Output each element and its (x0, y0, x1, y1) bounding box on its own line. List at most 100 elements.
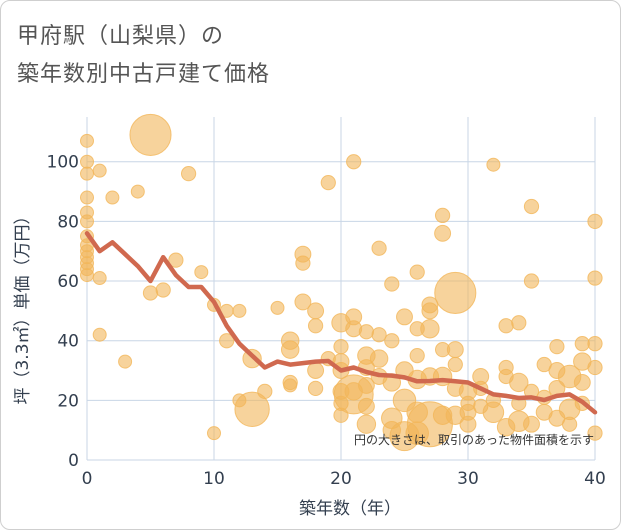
data-bubble (80, 166, 94, 181)
data-bubble (358, 324, 375, 340)
data-bubble (409, 347, 425, 364)
data-bubble (92, 271, 107, 286)
data-bubble (498, 318, 514, 334)
data-bubble (333, 339, 349, 355)
y-tick-label: 100 (47, 153, 79, 173)
data-bubble (523, 198, 540, 215)
data-bubble (434, 342, 451, 358)
x-tick-label: 20 (330, 469, 352, 489)
data-bubble (130, 184, 145, 199)
y-axis-ticks: 0 20 40 60 80 100 (47, 153, 79, 471)
data-bubble (384, 276, 400, 292)
data-bubble (92, 327, 107, 342)
data-bubble (307, 380, 324, 397)
data-bubble (574, 336, 590, 352)
x-axis-ticks: 0 10 20 30 40 (82, 469, 606, 489)
data-bubble (80, 154, 94, 169)
data-bubble (382, 420, 402, 440)
data-bubble (232, 303, 247, 318)
data-bubble (587, 425, 603, 441)
data-bubble (105, 190, 120, 205)
data-bubble (587, 270, 603, 286)
y-tick-label: 60 (57, 272, 79, 292)
chart-title-line1: 甲府駅（山梨県）の (17, 24, 225, 49)
average-line-series (84, 231, 598, 415)
y-tick-label: 80 (57, 212, 79, 232)
chart-title-line2: 築年数別中古戸建て価格 (17, 62, 271, 87)
data-bubble (180, 166, 197, 182)
data-bubble (232, 393, 247, 408)
data-bubble (346, 154, 362, 170)
data-bubble (219, 333, 235, 349)
data-bubble (434, 271, 477, 315)
average-price-line (84, 231, 598, 415)
data-bubble (523, 415, 540, 433)
data-bubble (409, 264, 425, 280)
data-bubble (333, 407, 349, 423)
data-bubble (168, 252, 184, 268)
data-bubble (523, 273, 540, 289)
data-bubble (307, 302, 325, 320)
data-bubble (384, 333, 400, 349)
data-bubble (320, 174, 336, 191)
bubble-size-note: 円の大きさは、取引のあった物件面積を示す (354, 432, 594, 447)
data-bubble (294, 293, 312, 311)
data-bubble (587, 336, 603, 352)
y-tick-label: 40 (57, 332, 79, 352)
data-bubble (421, 302, 439, 320)
data-bubble (561, 416, 578, 432)
data-bubble (283, 378, 298, 393)
data-bubble (357, 376, 375, 394)
data-bubble (460, 395, 476, 411)
data-bubble (498, 368, 514, 385)
data-bubble (369, 349, 389, 368)
data-bubble (434, 207, 451, 224)
data-bubble (406, 401, 428, 424)
data-bubble (307, 362, 325, 379)
data-bubble (194, 265, 209, 280)
data-bubble (396, 308, 413, 326)
data-bubble (434, 224, 452, 242)
data-bubble (356, 414, 377, 434)
data-bubble (155, 282, 171, 298)
data-bubble (371, 240, 387, 256)
data-bubble (473, 398, 489, 414)
x-tick-label: 40 (584, 469, 606, 489)
data-bubble (270, 300, 285, 315)
data-bubble (409, 321, 425, 337)
y-tick-label: 0 (68, 451, 79, 471)
data-bubble (536, 356, 552, 373)
data-bubble (80, 268, 94, 283)
x-axis-label: 築年数（年） (299, 499, 401, 519)
data-bubble (357, 397, 375, 415)
data-bubble (129, 113, 172, 156)
data-bubble (573, 373, 591, 391)
data-bubble (92, 163, 107, 178)
data-bubble (587, 359, 603, 376)
data-bubble (587, 213, 603, 230)
data-bubble (295, 255, 311, 271)
data-bubble (511, 315, 527, 331)
y-axis-label: 坪（3.3㎡）単価（万円） (13, 207, 33, 404)
data-bubble (447, 356, 463, 373)
data-bubble (486, 157, 501, 172)
data-bubble (549, 339, 565, 355)
data-bubble (80, 133, 94, 148)
x-tick-label: 30 (457, 469, 479, 489)
x-tick-label: 0 (82, 469, 93, 489)
data-bubble (280, 340, 300, 359)
data-bubble (307, 318, 324, 334)
data-bubble (371, 327, 387, 343)
data-bubble (142, 285, 159, 301)
data-bubble (207, 426, 221, 441)
data-bubble (257, 383, 273, 400)
x-tick-label: 10 (203, 469, 225, 489)
y-tick-label: 20 (57, 391, 79, 411)
data-bubble (118, 354, 133, 369)
data-bubble (80, 190, 94, 205)
data-bubble (496, 417, 516, 437)
data-bubble (459, 415, 477, 433)
data-bubble (80, 214, 94, 229)
